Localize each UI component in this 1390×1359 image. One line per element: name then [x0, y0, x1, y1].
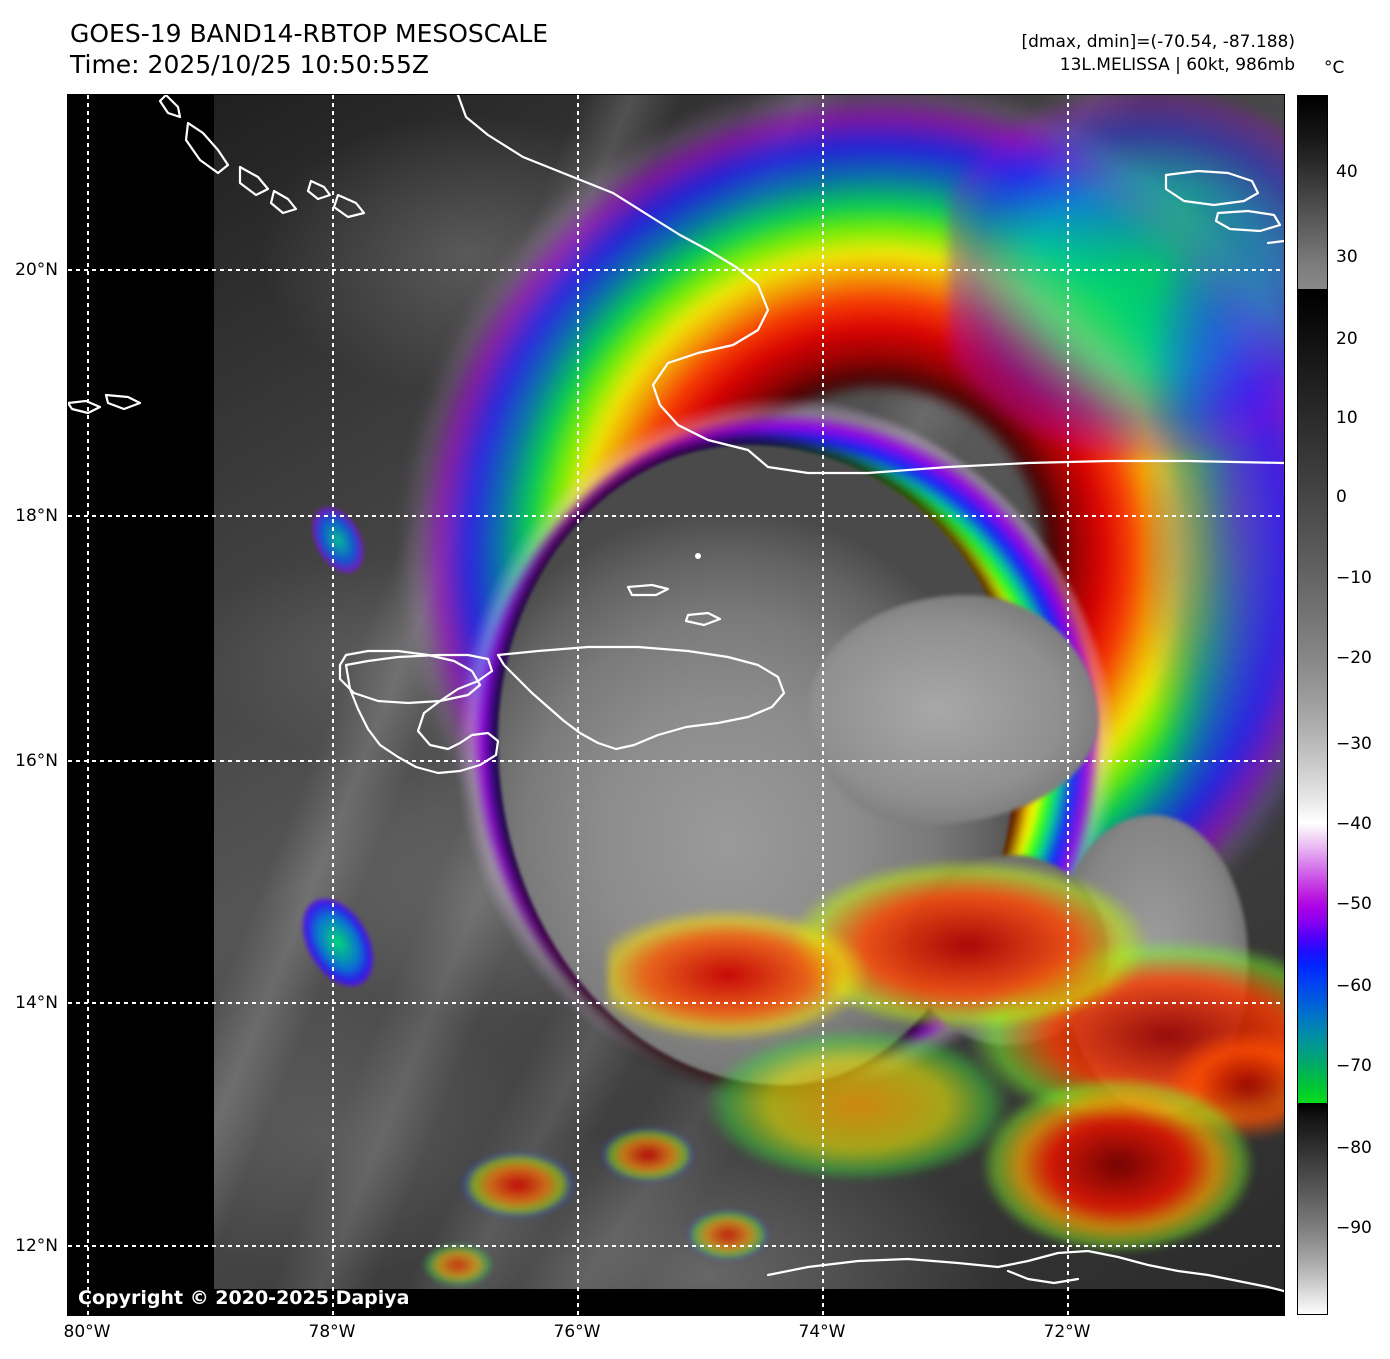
colorbar-tick-12: −80	[1336, 1138, 1372, 1158]
gridline-lat-18n	[68, 515, 1284, 517]
no-data-void-bottom	[68, 1289, 1284, 1315]
se-convective-cluster	[948, 1025, 1284, 1315]
satellite-image-plot: Copyright © 2020-2025 Dapiya	[68, 95, 1284, 1315]
colorbar-tick-11: −70	[1336, 1056, 1372, 1076]
colorbar-tick-10: −60	[1336, 976, 1372, 996]
colorbar-unit-label: °C	[1324, 58, 1345, 78]
ytick-label-4: 12°N	[15, 1236, 58, 1256]
colorbar-cold-tail	[1297, 1103, 1328, 1315]
colorbar-tick-8: −40	[1336, 814, 1372, 834]
colorbar-tick-2: 20	[1336, 329, 1358, 349]
storm-info-label: 13L.MELISSA | 60kt, 986mb	[1059, 55, 1295, 75]
no-data-void-left	[68, 95, 214, 1315]
xtick-label-0: 80°W	[63, 1322, 111, 1342]
xtick-label-1: 78°W	[308, 1322, 356, 1342]
colorbar-tick-5: −10	[1336, 568, 1372, 588]
xtick-label-2: 76°W	[553, 1322, 601, 1342]
timestamp-label: Time: 2025/10/25 10:50:55Z	[70, 50, 429, 79]
ytick-label-0: 20°N	[15, 260, 58, 280]
page-title: GOES-19 BAND14-RBTOP MESOSCALE	[70, 19, 549, 48]
gridline-lat-14n	[68, 1002, 1284, 1004]
colorbar-tick-6: −20	[1336, 648, 1372, 668]
colorbar-tick-4: 0	[1336, 487, 1347, 507]
dmax-dmin-label: [dmax, dmin]=(-70.54, -87.188)	[1021, 32, 1296, 52]
gridline-lat-20n	[68, 269, 1284, 271]
title-block: GOES-19 BAND14-RBTOP MESOSCALE Time: 202…	[70, 18, 548, 80]
colorbar-tick-0: 40	[1336, 162, 1358, 182]
colorbar-warm-segment	[1297, 95, 1328, 290]
ytick-label-2: 16°N	[15, 751, 58, 771]
gridline-lat-16n	[68, 760, 1284, 762]
xtick-label-4: 72°W	[1043, 1322, 1091, 1342]
gridline-lat-12n	[68, 1245, 1284, 1247]
copyright-label: Copyright © 2020-2025 Dapiya	[78, 1287, 410, 1309]
cold-top-bulge-ne	[808, 595, 1098, 825]
eye-pixel	[695, 553, 701, 559]
gridline-lon-78w	[332, 95, 334, 1315]
colorbar-tick-13: −90	[1336, 1218, 1372, 1238]
sw-scattered-cells	[398, 1075, 828, 1315]
gridline-lon-76w	[577, 95, 579, 1315]
metadata-block: [dmax, dmin]=(-70.54, -87.188) 13L.MELIS…	[1022, 31, 1296, 77]
ytick-label-1: 18°N	[15, 506, 58, 526]
ytick-label-3: 14°N	[15, 993, 58, 1013]
gridline-lon-74w	[822, 95, 824, 1315]
colorbar-tick-7: −30	[1336, 734, 1372, 754]
xtick-label-3: 74°W	[798, 1322, 846, 1342]
gridline-lon-80w	[87, 95, 89, 1315]
colorbar-tick-3: 10	[1336, 408, 1358, 428]
colorbar-tick-9: −50	[1336, 894, 1372, 914]
colorbar-tick-1: 30	[1336, 247, 1358, 267]
gridline-lon-72w	[1067, 95, 1069, 1315]
